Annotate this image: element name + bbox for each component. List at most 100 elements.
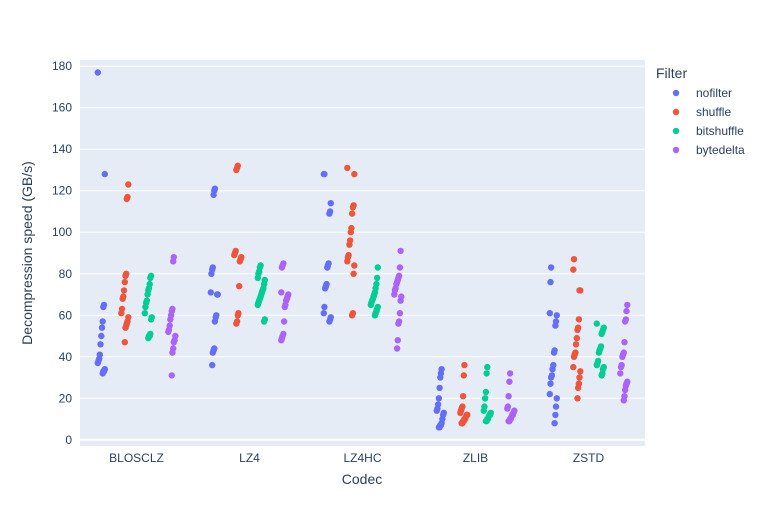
- data-point[interactable]: [435, 424, 443, 431]
- data-point[interactable]: [574, 395, 581, 402]
- data-point[interactable]: [167, 316, 174, 323]
- data-point[interactable]: [346, 241, 353, 248]
- data-point[interactable]: [348, 312, 356, 319]
- data-point[interactable]: [278, 264, 286, 271]
- data-point[interactable]: [120, 287, 128, 294]
- data-point[interactable]: [373, 274, 381, 282]
- data-point[interactable]: [506, 370, 514, 377]
- data-point[interactable]: [141, 310, 148, 317]
- data-point[interactable]: [551, 420, 558, 427]
- data-point[interactable]: [165, 328, 172, 336]
- data-point[interactable]: [623, 307, 630, 315]
- data-point[interactable]: [572, 341, 580, 348]
- data-point[interactable]: [351, 262, 358, 269]
- data-point[interactable]: [123, 195, 130, 203]
- data-point[interactable]: [101, 170, 109, 178]
- data-point[interactable]: [483, 370, 490, 377]
- legend-label-shuffle[interactable]: shuffle: [696, 105, 731, 119]
- data-point[interactable]: [207, 289, 214, 296]
- legend-marker-bytedelta[interactable]: [672, 146, 680, 154]
- data-point[interactable]: [209, 361, 216, 369]
- data-point[interactable]: [482, 388, 490, 396]
- data-point[interactable]: [278, 337, 285, 344]
- data-point[interactable]: [570, 353, 578, 360]
- data-point[interactable]: [260, 318, 268, 325]
- data-point[interactable]: [278, 289, 285, 296]
- data-point[interactable]: [552, 403, 560, 410]
- data-point[interactable]: [547, 278, 554, 286]
- data-point[interactable]: [552, 411, 559, 419]
- data-point[interactable]: [550, 349, 558, 356]
- data-point[interactable]: [99, 318, 106, 325]
- data-point[interactable]: [344, 258, 351, 265]
- data-point[interactable]: [169, 349, 176, 356]
- data-point[interactable]: [170, 339, 177, 346]
- data-point[interactable]: [236, 283, 243, 290]
- data-point[interactable]: [394, 337, 401, 344]
- data-point[interactable]: [547, 380, 554, 387]
- data-point[interactable]: [94, 69, 102, 76]
- data-point[interactable]: [231, 251, 238, 259]
- data-point[interactable]: [397, 297, 404, 304]
- data-point[interactable]: [371, 312, 379, 319]
- data-point[interactable]: [593, 361, 600, 369]
- legend-marker-nofilter[interactable]: [672, 89, 680, 97]
- data-point[interactable]: [321, 303, 328, 311]
- data-point[interactable]: [546, 310, 553, 317]
- data-point[interactable]: [211, 318, 219, 325]
- data-point[interactable]: [321, 285, 329, 292]
- data-point[interactable]: [209, 349, 216, 356]
- data-point[interactable]: [349, 204, 357, 211]
- data-point[interactable]: [145, 334, 152, 342]
- legend-label-nofilter[interactable]: nofilter: [696, 86, 732, 100]
- data-point[interactable]: [320, 310, 327, 317]
- data-point[interactable]: [506, 378, 513, 385]
- data-point[interactable]: [553, 395, 560, 402]
- data-point[interactable]: [100, 303, 107, 311]
- data-point[interactable]: [327, 200, 334, 207]
- data-point[interactable]: [122, 324, 129, 331]
- data-point[interactable]: [99, 370, 106, 377]
- data-point[interactable]: [98, 324, 106, 331]
- data-point[interactable]: [144, 291, 151, 298]
- data-point[interactable]: [577, 368, 584, 375]
- data-point[interactable]: [234, 312, 241, 319]
- data-point[interactable]: [546, 390, 553, 398]
- legend-marker-shuffle[interactable]: [672, 108, 680, 116]
- data-point[interactable]: [213, 291, 221, 298]
- legend[interactable]: Filter nofilter shuffle bitshuffle bytedelt…: [656, 65, 745, 157]
- data-point[interactable]: [142, 303, 149, 311]
- data-point[interactable]: [598, 372, 605, 379]
- data-point[interactable]: [121, 278, 128, 286]
- data-point[interactable]: [348, 210, 356, 217]
- data-point[interactable]: [254, 301, 261, 309]
- data-point[interactable]: [326, 318, 333, 325]
- data-point[interactable]: [94, 359, 102, 367]
- data-point[interactable]: [374, 264, 381, 271]
- data-point[interactable]: [147, 274, 154, 282]
- data-point[interactable]: [210, 191, 217, 199]
- data-point[interactable]: [320, 170, 327, 178]
- data-point[interactable]: [617, 370, 624, 377]
- data-point[interactable]: [347, 229, 354, 236]
- data-point[interactable]: [574, 384, 582, 392]
- data-point[interactable]: [576, 374, 583, 381]
- data-point[interactable]: [504, 405, 511, 412]
- data-point[interactable]: [457, 409, 464, 416]
- data-point[interactable]: [570, 266, 577, 273]
- data-point[interactable]: [254, 274, 261, 282]
- legend-label-bitshuffle[interactable]: bitshuffle: [696, 124, 744, 138]
- data-point[interactable]: [122, 272, 129, 279]
- legend-label-bytedelta[interactable]: bytedelta: [696, 143, 745, 157]
- data-point[interactable]: [147, 316, 155, 323]
- data-point[interactable]: [619, 353, 626, 360]
- data-point[interactable]: [621, 318, 629, 325]
- data-point[interactable]: [575, 316, 583, 323]
- data-point[interactable]: [460, 372, 467, 379]
- data-point[interactable]: [576, 287, 583, 294]
- data-point[interactable]: [350, 270, 357, 277]
- legend-marker-bitshuffle[interactable]: [672, 127, 680, 135]
- data-point[interactable]: [505, 417, 512, 425]
- data-point[interactable]: [505, 393, 512, 400]
- data-point[interactable]: [459, 393, 467, 400]
